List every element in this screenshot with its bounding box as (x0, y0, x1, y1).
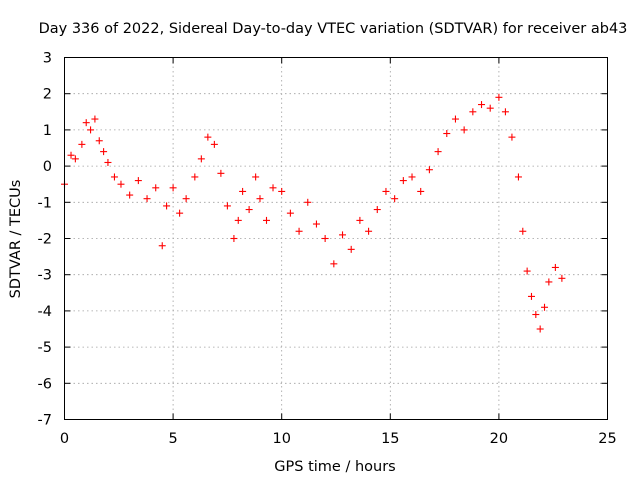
data-point (339, 231, 347, 239)
data-point (286, 209, 294, 217)
y-tick-label: 2 (43, 87, 52, 103)
y-tick-label: 3 (43, 51, 52, 67)
data-point (82, 119, 90, 127)
data-point (158, 242, 166, 250)
data-point (269, 184, 277, 192)
data-point (210, 140, 218, 148)
chart-title: Day 336 of 2022, Sidereal Day-to-day VTE… (39, 21, 628, 37)
data-point (541, 303, 549, 311)
data-point (78, 140, 86, 148)
data-point (434, 148, 442, 156)
y-tick-label: 0 (43, 159, 52, 175)
axes: 0 5 10 15 20 25 -7 -6 -5 -4 -3 -2 -1 0 1 2 3 (38, 51, 617, 448)
x-tick-label: 20 (490, 431, 508, 447)
data-point (143, 195, 151, 203)
data-point (230, 235, 238, 242)
data-point (87, 126, 95, 134)
data-point (278, 187, 286, 195)
data-point (536, 325, 544, 333)
y-tick-label: -2 (38, 232, 52, 248)
data-point (252, 173, 260, 181)
data-point (347, 245, 355, 253)
data-point (234, 216, 242, 224)
data-point (545, 278, 553, 286)
data-series (61, 93, 566, 333)
data-point (262, 216, 270, 224)
data-point (91, 115, 99, 123)
data-point (104, 158, 112, 166)
data-point (443, 130, 451, 138)
data-point (399, 177, 407, 185)
data-point (519, 227, 527, 235)
x-tick-label: 25 (598, 431, 616, 447)
y-tick-label: -5 (38, 340, 52, 356)
data-point (152, 184, 160, 192)
data-point (365, 227, 373, 235)
data-point (417, 187, 425, 195)
data-point (312, 220, 320, 228)
y-tick-label: 1 (43, 123, 52, 139)
data-point (558, 274, 566, 282)
data-point (71, 155, 79, 163)
x-tick-label: 5 (168, 431, 177, 447)
data-point (245, 206, 253, 214)
plot-frame (64, 57, 608, 420)
data-point (304, 198, 312, 206)
y-tick-label: -7 (38, 413, 52, 429)
data-point (486, 104, 494, 112)
data-point (478, 101, 486, 109)
data-point (551, 263, 559, 271)
data-point (469, 108, 477, 116)
y-tick-label: -4 (38, 304, 52, 320)
data-point (408, 173, 416, 181)
y-tick-label: -6 (38, 376, 52, 392)
data-point (295, 227, 303, 235)
data-point (100, 148, 108, 156)
data-point (527, 292, 535, 300)
y-axis-label: SDTVAR / TECUs (8, 180, 24, 299)
data-point (176, 209, 184, 217)
data-point (523, 267, 531, 275)
data-point (256, 195, 264, 203)
data-point (67, 151, 75, 159)
data-point (425, 166, 433, 174)
data-point (169, 184, 177, 192)
data-point (382, 187, 390, 195)
y-tick-label: -1 (38, 195, 52, 211)
data-point (182, 195, 190, 203)
data-point (126, 191, 134, 199)
data-point (191, 173, 199, 181)
data-point (217, 169, 225, 177)
data-point (223, 202, 231, 210)
x-tick-label: 10 (272, 431, 290, 447)
data-point (163, 202, 171, 210)
data-point (495, 93, 503, 101)
data-point (321, 235, 329, 242)
data-point (356, 216, 364, 224)
data-point (204, 133, 212, 141)
data-point (391, 195, 399, 203)
y-tick-label: -3 (38, 268, 52, 284)
data-point (197, 155, 205, 163)
grid-lines (64, 57, 608, 420)
data-point (330, 260, 338, 268)
data-point (532, 311, 540, 319)
data-point (508, 133, 516, 141)
data-point (95, 137, 103, 145)
data-point (110, 173, 118, 181)
data-point (373, 206, 381, 214)
data-point (239, 187, 247, 195)
data-point (134, 177, 142, 185)
x-tick-label: 15 (381, 431, 399, 447)
data-point (501, 108, 509, 116)
data-point (514, 173, 522, 181)
x-tick-label: 0 (60, 431, 69, 447)
x-axis-label: GPS time / hours (274, 459, 395, 475)
data-point (117, 180, 125, 188)
data-point (451, 115, 459, 123)
data-point (460, 126, 468, 134)
